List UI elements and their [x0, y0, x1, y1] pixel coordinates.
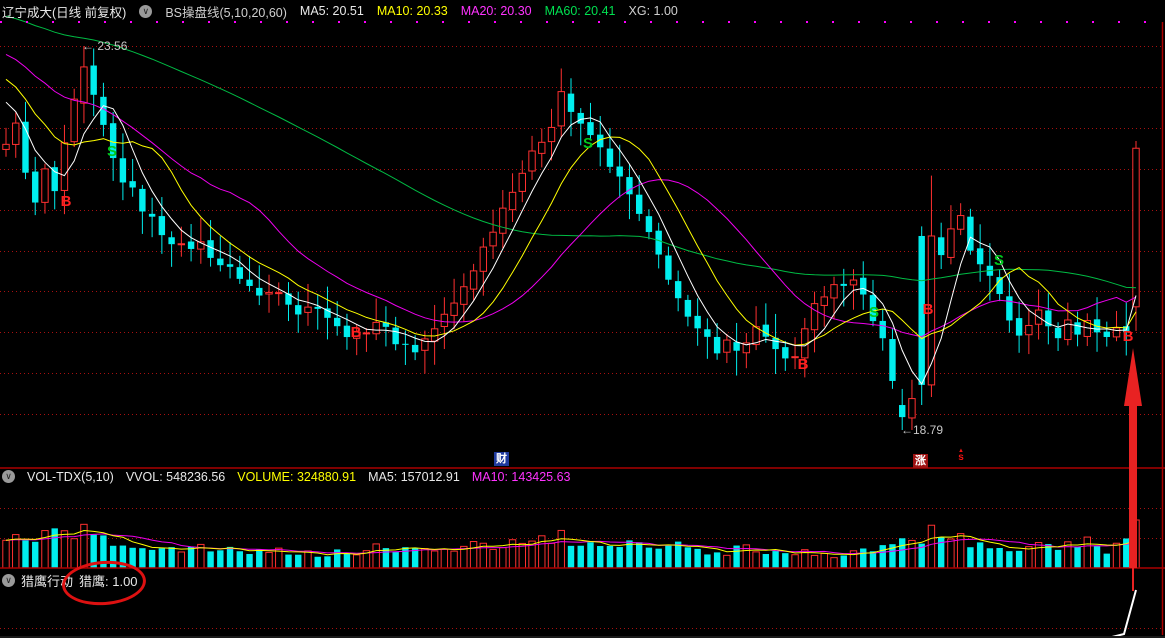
volume-indicator-bar: ∨ VOL-TDX(5,10) VVOL: 548236.56 VOLUME: … — [2, 469, 571, 484]
falcon-signal-line — [1111, 589, 1137, 638]
ma10-value: MA10: 20.33 — [376, 4, 448, 18]
volume-indicator-name[interactable]: VOL-TDX(5,10) — [27, 469, 114, 484]
marker-B: B — [798, 356, 809, 373]
volume-value: VOLUME: 324880.91 — [237, 469, 357, 484]
collapse-falcon-icon[interactable]: ∨ — [2, 573, 15, 587]
candles-layer — [2, 46, 1140, 430]
ma5-value: MA5: 20.51 — [299, 4, 364, 18]
marker-S: S — [107, 143, 117, 160]
xg-value: XG: 1.00 — [628, 4, 678, 18]
marker-S: S — [583, 135, 593, 152]
ma10-line — [5, 78, 1137, 346]
volume-ma10-line — [5, 533, 1137, 555]
collapse-indicator-icon[interactable]: ∨ — [139, 4, 153, 18]
volume-ma-layer — [5, 529, 1137, 556]
main-indicator-bar: 辽宁成大(日线 前复权) ∨ BS操盘线(5,10,20,60) MA5: 20… — [2, 2, 678, 20]
marker-B: B — [1123, 328, 1134, 345]
falcon-value: 猎鹰: 1.00 — [79, 573, 138, 589]
volume-bars-layer — [2, 519, 1140, 569]
volume-ma10-value: MA10: 143425.63 — [471, 469, 571, 484]
vvol-value: VVOL: 548236.56 — [125, 469, 226, 484]
marker-B: B — [923, 301, 934, 318]
volume-ma5-line — [5, 529, 1137, 556]
ma60-value: MA60: 20.41 — [544, 4, 616, 18]
ma60-line — [5, 15, 1137, 289]
stock-title: 辽宁成大(日线 前复权) — [2, 5, 127, 20]
panel-dividers — [0, 467, 1165, 569]
bs-markers-layer: B S B S B S B S B — [61, 135, 1134, 373]
marker-B: B — [61, 193, 72, 210]
falcon-indicator-bar: ∨ 猎鹰行动 猎鹰: 1.00 — [2, 572, 138, 589]
header-separator — [0, 21, 1165, 23]
event-badge-s[interactable]: ▲ s — [955, 448, 967, 463]
indicator-name[interactable]: BS操盘线(5,10,20,60) — [165, 5, 287, 20]
price-ma-layer — [5, 15, 1137, 385]
high-price-label: ← 23.56 — [82, 39, 128, 53]
marker-B: B — [351, 324, 362, 341]
bottom-border-strip — [0, 636, 1165, 638]
collapse-volume-icon[interactable]: ∨ — [2, 470, 15, 483]
event-badge-arrow-icon: ▲ — [958, 448, 964, 454]
low-price-label: ←18.79 — [901, 423, 944, 437]
marker-S: S — [994, 252, 1004, 269]
marker-S: S — [869, 304, 879, 321]
news-badge-zhang[interactable]: 涨 — [913, 454, 928, 468]
gridlines-layer — [0, 46, 1162, 629]
buy-signal-arrow-icon — [1124, 348, 1142, 591]
ma20-line — [5, 53, 1137, 338]
ma20-value: MA20: 20.30 — [460, 4, 532, 18]
volume-ma5-value: MA5: 157012.91 — [368, 469, 460, 484]
falcon-indicator-name[interactable]: 猎鹰行动 — [21, 573, 74, 589]
ma5-line — [5, 101, 1137, 385]
news-badge-cai[interactable]: 财 — [494, 452, 509, 466]
